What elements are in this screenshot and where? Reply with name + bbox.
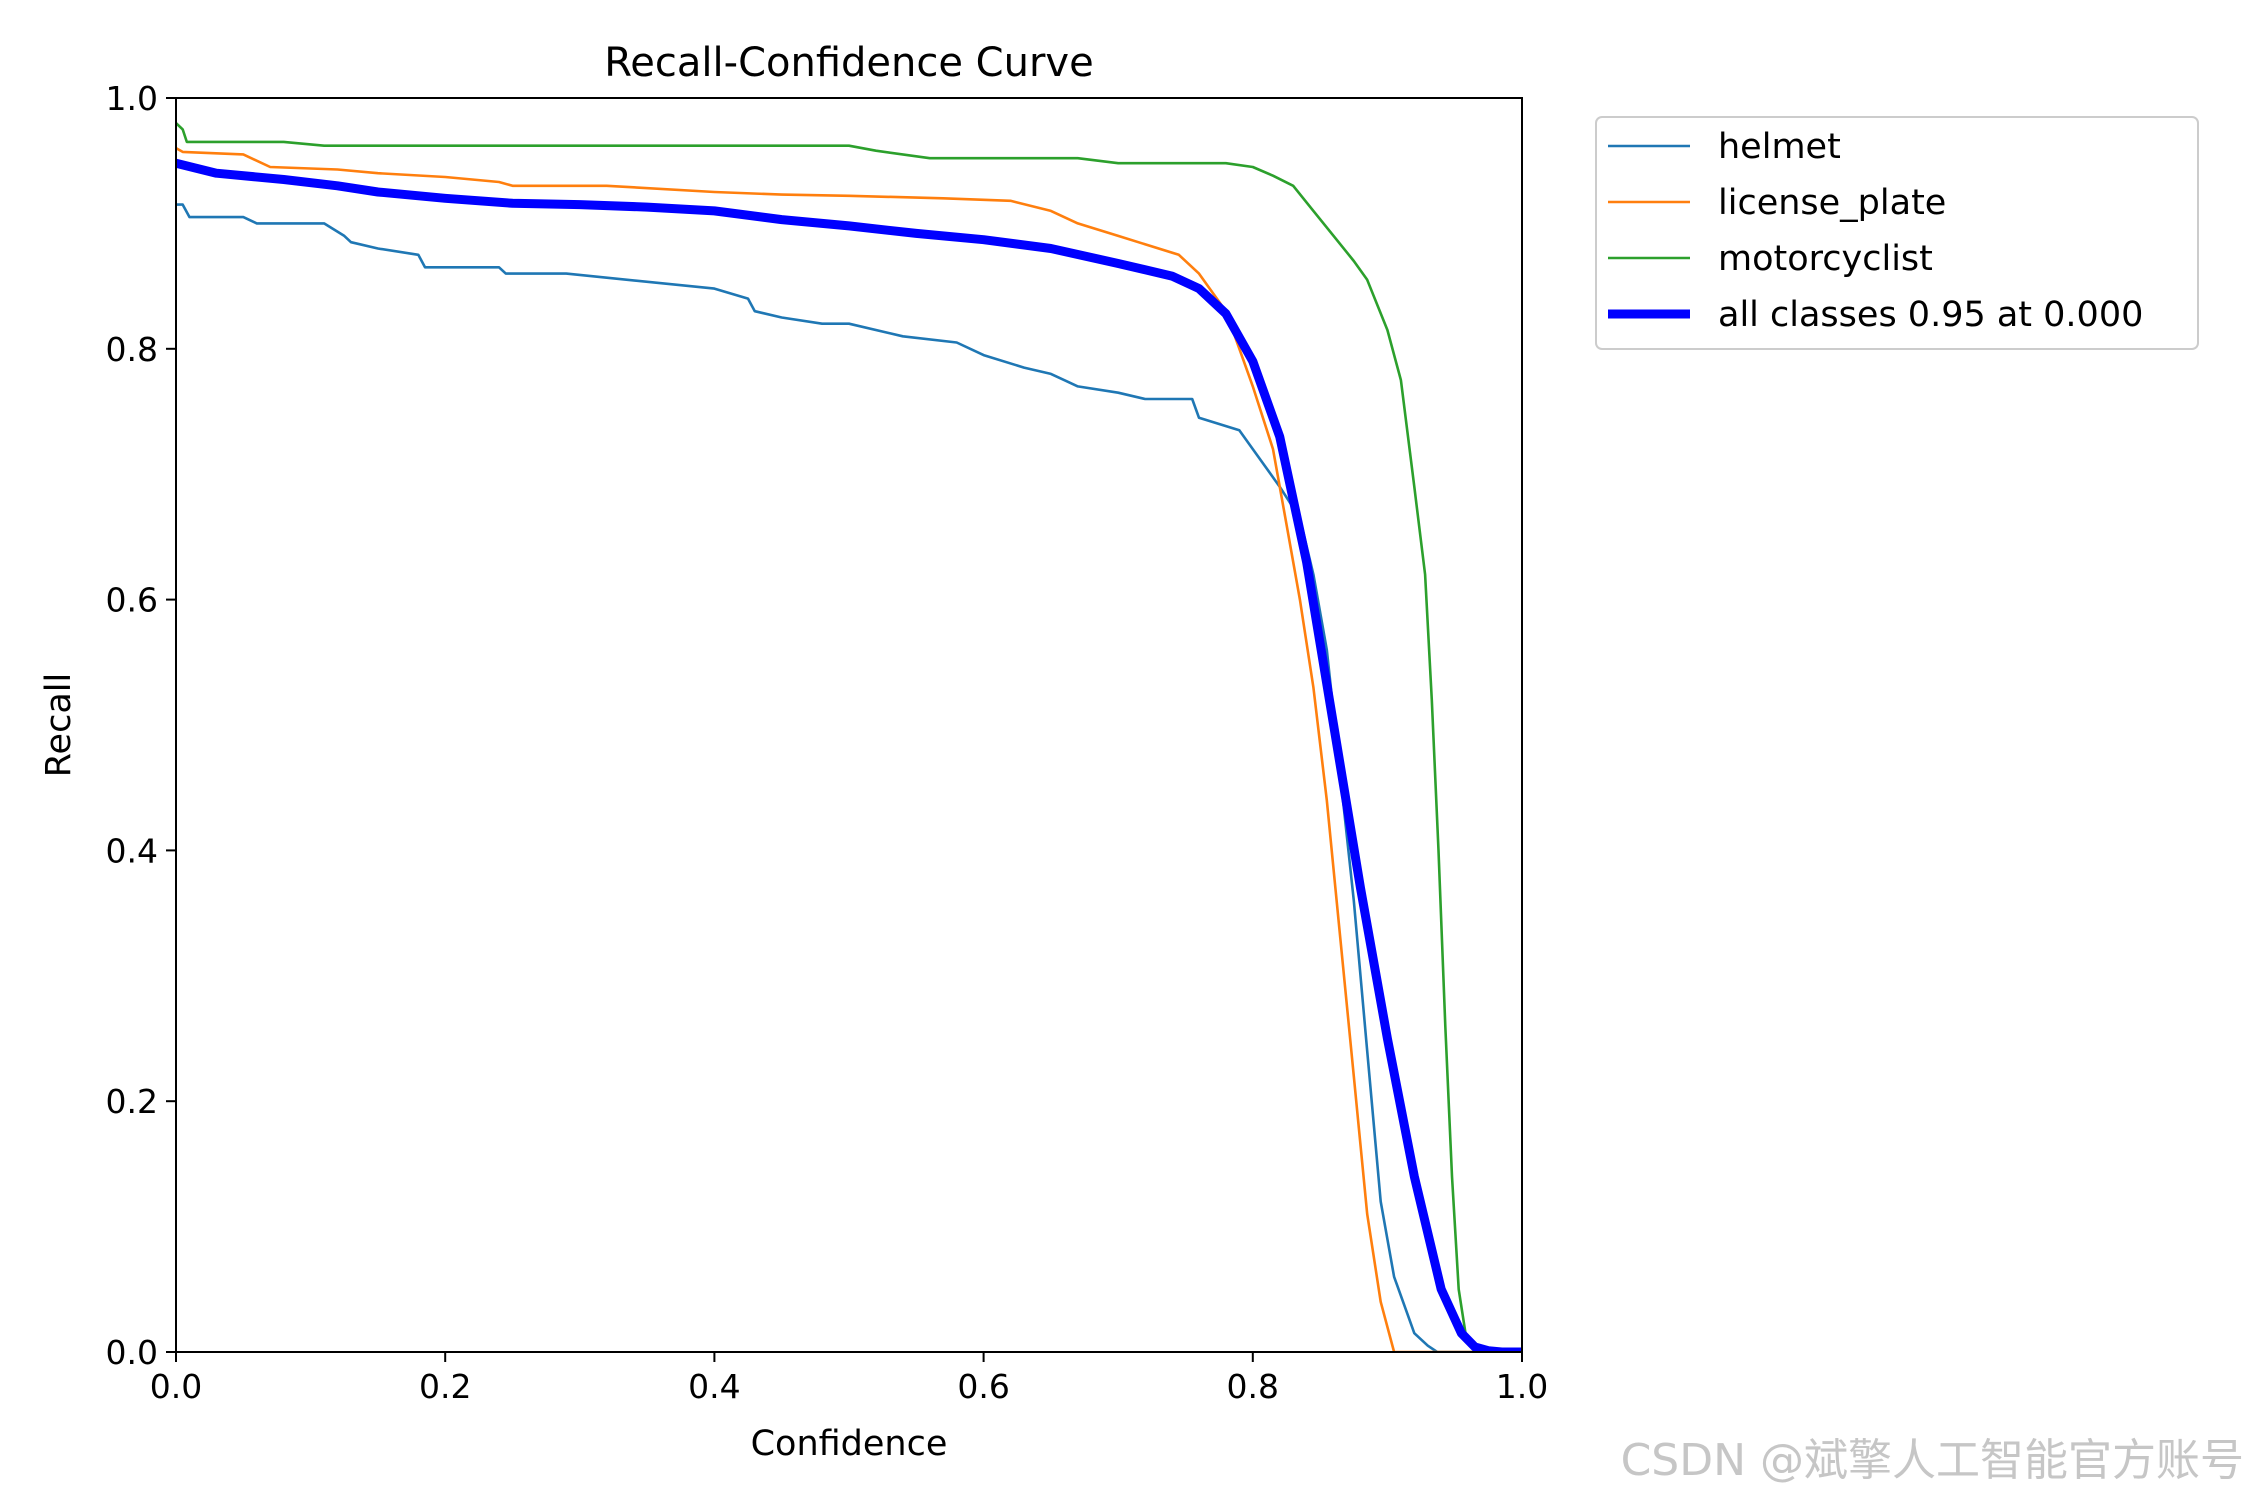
series-line-helmet (176, 203, 1522, 1352)
legend-label: helmet (1718, 127, 1841, 167)
series-line-motorcyclist (176, 122, 1522, 1352)
x-axis: 0.0 0.2 0.4 0.6 0.8 1.0 (150, 1352, 1548, 1406)
series-line-license-plate (176, 147, 1522, 1352)
x-tick-label: 1.0 (1496, 1367, 1548, 1406)
y-tick-label: 1.0 (106, 79, 158, 118)
x-axis-label: Confidence (751, 1424, 948, 1464)
legend-label: motorcyclist (1718, 239, 1933, 279)
legend-label: all classes 0.95 at 0.000 (1718, 295, 2143, 335)
series-line-all-classes-0-95-at-0-000 (176, 158, 1522, 1352)
y-axis: 0.0 0.2 0.4 0.6 0.8 1.0 (106, 79, 176, 1372)
y-axis-label: Recall (39, 673, 79, 777)
x-tick-label: 0.8 (1227, 1367, 1279, 1406)
x-tick-label: 0.4 (688, 1367, 740, 1406)
y-tick-label: 0.0 (106, 1333, 158, 1372)
series-layer (176, 122, 1522, 1352)
legend-box (1595, 116, 2199, 350)
x-tick-label: 0.2 (419, 1367, 471, 1406)
legend: helmet license_plate motorcyclist all class… (1595, 116, 2199, 350)
chart-title: Recall-Confidence Curve (604, 40, 1093, 86)
legend-label: license_plate (1718, 183, 1946, 223)
y-tick-label: 0.2 (106, 1082, 158, 1121)
y-tick-label: 0.4 (106, 831, 158, 870)
x-tick-label: 0.0 (150, 1367, 202, 1406)
plot-frame (175, 97, 1523, 1353)
watermark: CSDN @斌擎人工智能官方账号 (1620, 1435, 2244, 1486)
y-tick-label: 0.8 (106, 330, 158, 369)
y-tick-label: 0.6 (106, 581, 158, 620)
x-tick-label: 0.6 (957, 1367, 1009, 1406)
